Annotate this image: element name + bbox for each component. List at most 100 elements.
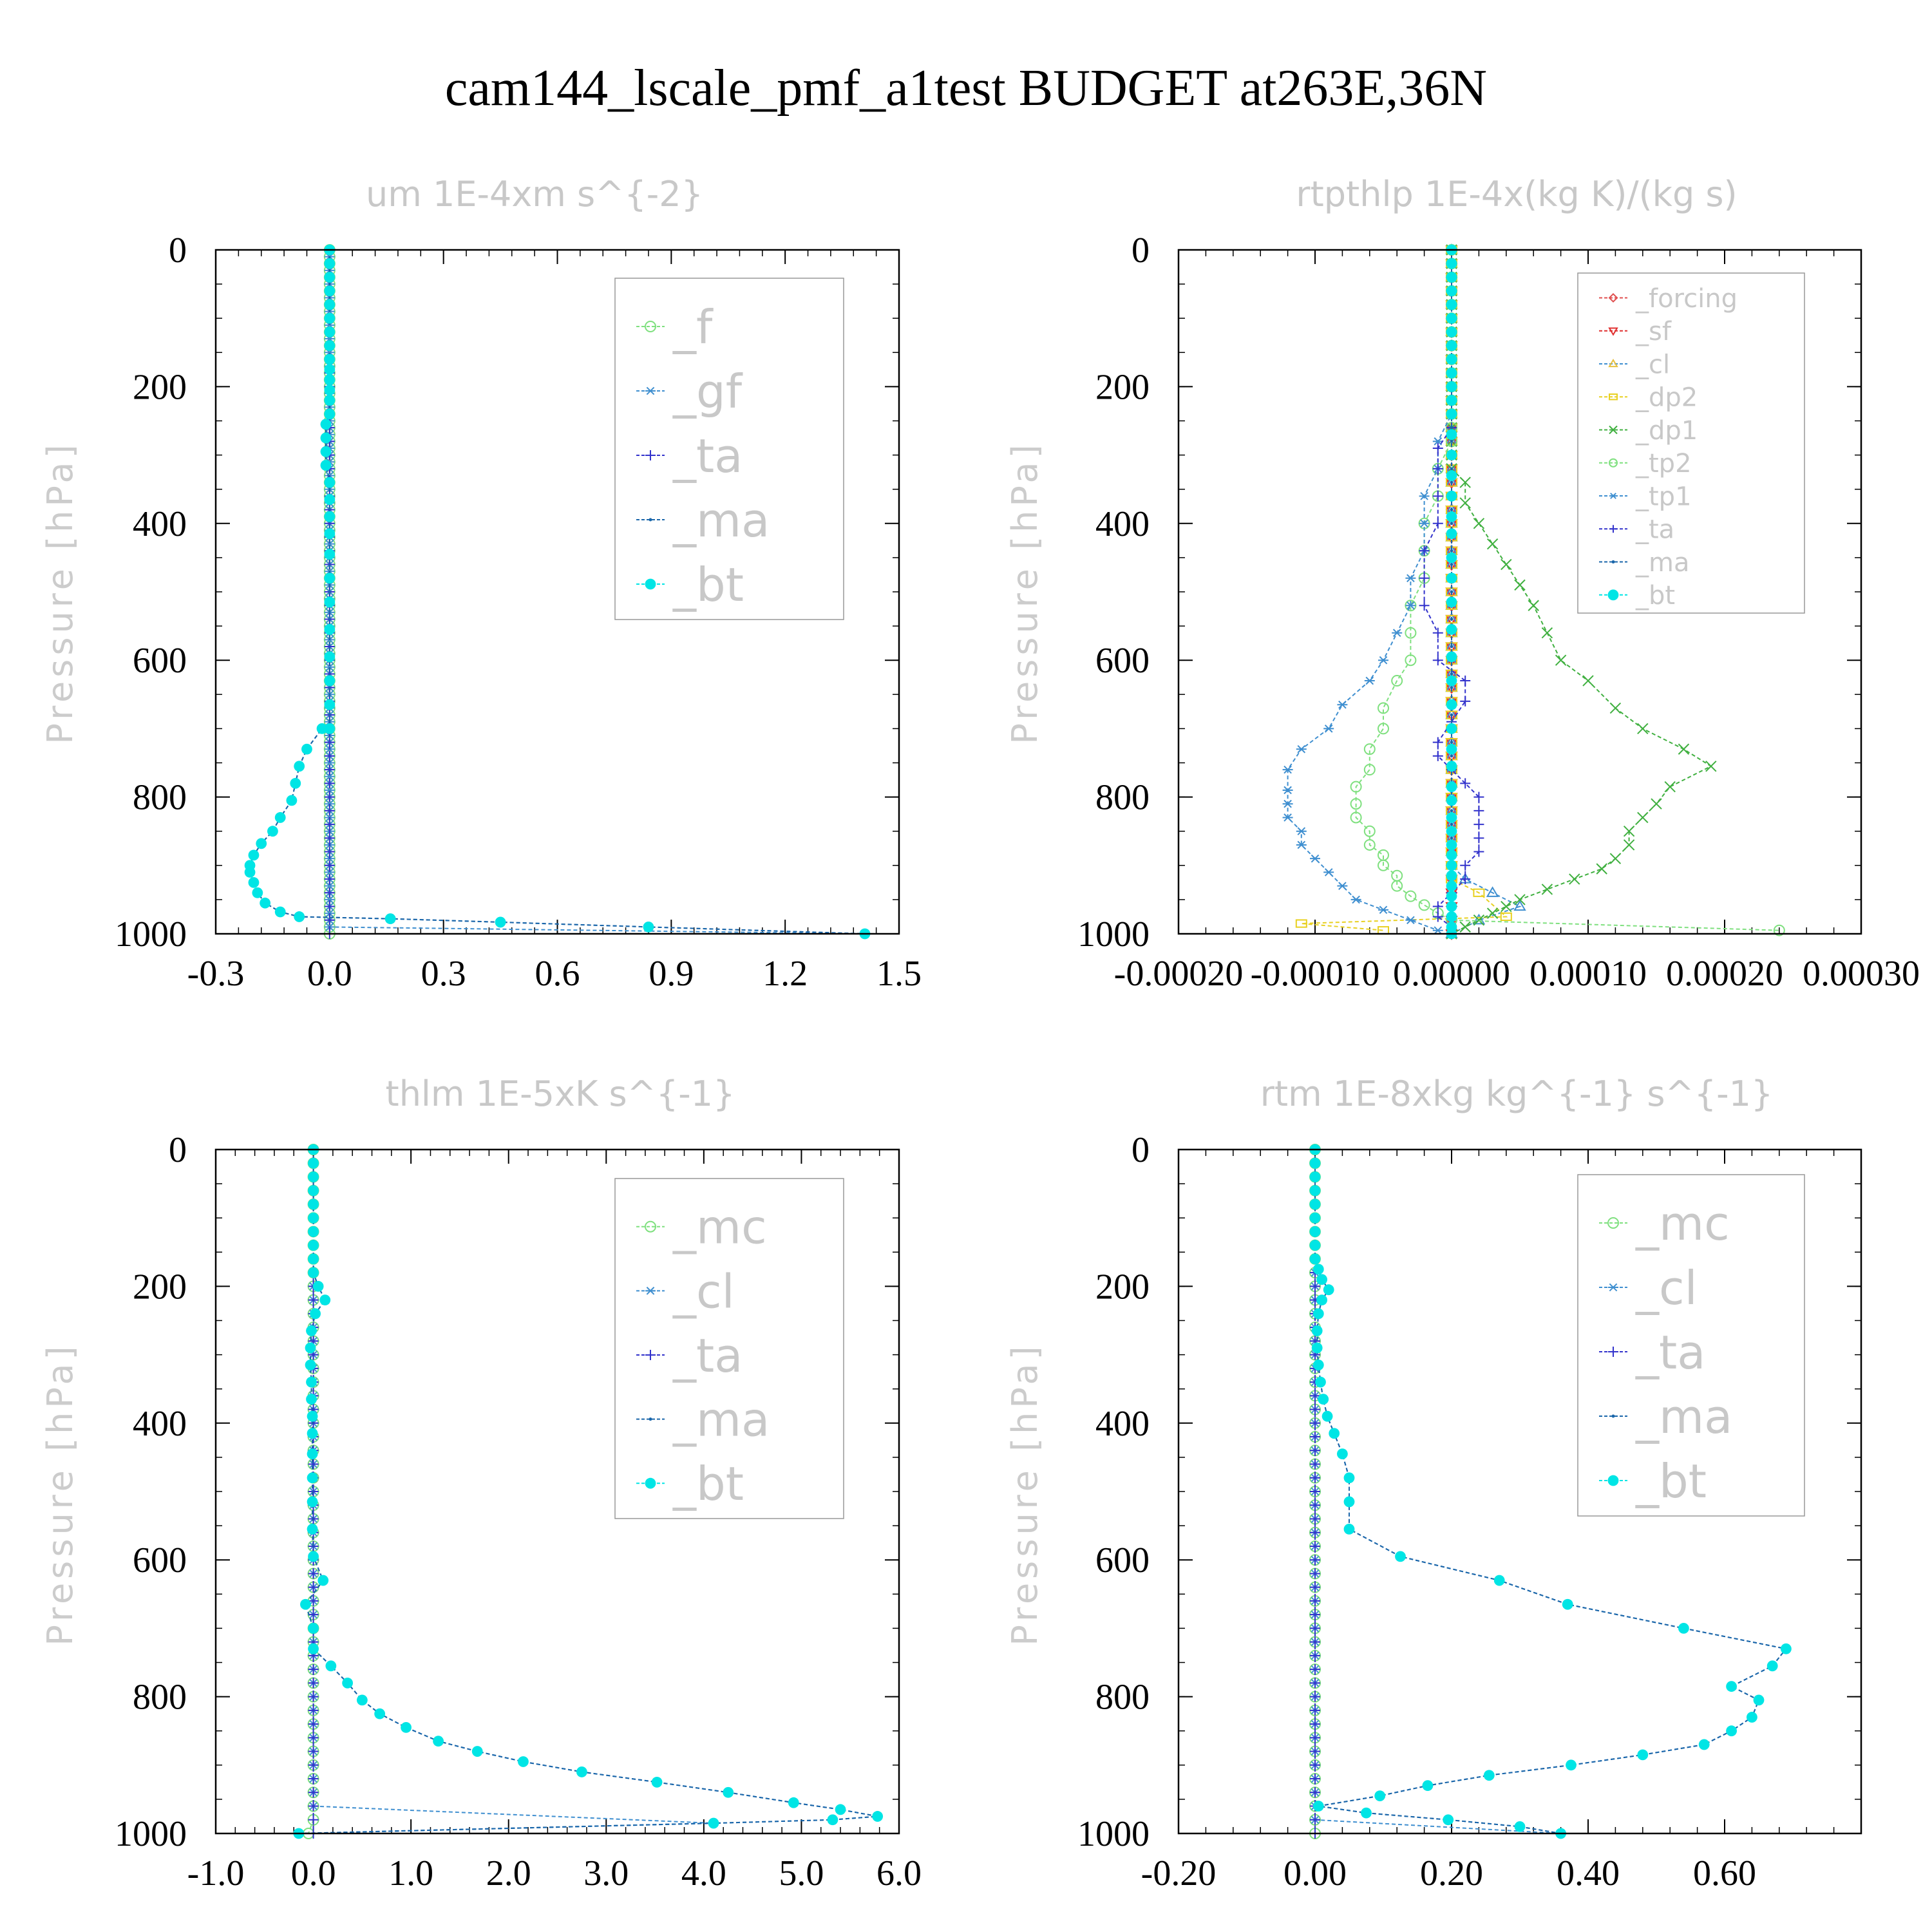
marker-dot-filled [324,364,336,375]
marker-dot-filled [374,1708,386,1719]
marker-dot-filled [308,1171,319,1182]
legend-label: _ta [672,1329,743,1383]
marker-dot-filled [308,1551,319,1562]
x-tick-label: 0.20 [1420,1853,1483,1893]
marker-dot-filled [1446,367,1457,379]
marker-star [1432,437,1443,446]
marker-dot-filled [286,795,298,806]
marker-dot-filled [324,477,336,488]
marker-dot-filled [305,1342,316,1354]
x-tick-label: 2.0 [486,1853,531,1893]
marker-dot-filled [1309,1198,1321,1210]
marker-plus [1432,901,1443,912]
marker-dot-filled [324,408,336,420]
y-tick-label: 1000 [1077,914,1150,954]
marker-dot-filled [1337,1448,1348,1459]
marker-star [1392,629,1403,638]
marker-plus [1310,1719,1320,1730]
panel-1: um 1E-4xm s^{-2} Pressure [hPa] -0.3 0.0 0.3… [40,174,922,994]
y-axis-label: Pressure [hPa] [40,1342,80,1645]
marker-star [1608,1283,1618,1292]
marker-dot-filled [1316,1274,1327,1285]
marker-dot-filled [1446,312,1457,324]
marker-dot-filled [1766,1660,1778,1672]
marker-plus [1432,627,1443,638]
series-group [244,244,871,940]
marker-cross [1678,743,1690,755]
marker-dot-filled [1309,1171,1321,1182]
x-tick-label: 0.00020 [1666,954,1783,994]
marker-plus [1310,1705,1320,1716]
marker-circle [645,1220,656,1233]
x-tick-label: 0.00010 [1530,954,1647,994]
marker-star [1350,895,1361,904]
marker-plus [1310,1513,1320,1524]
x-tick-label: 0.00000 [1393,954,1510,994]
marker-dot [1611,560,1615,564]
marker-dot-filled [1309,1212,1321,1224]
marker-dot-filled [1446,849,1457,861]
y-axis-label: Pressure [hPa] [40,440,80,744]
marker-dot-filled [788,1797,799,1808]
marker-dot-filled [1446,299,1457,310]
marker-dot-filled [307,1448,318,1459]
marker-plus [1310,1568,1320,1579]
marker-star [645,386,656,395]
marker-cross [1541,627,1553,639]
marker-star [1282,799,1293,808]
marker-plus [1310,1527,1320,1538]
legend-box [1577,1174,1805,1517]
marker-plus [1310,1281,1320,1292]
marker-dot [1611,1414,1615,1418]
marker-star [1378,905,1388,914]
marker-dot-filled [1446,812,1457,823]
marker-plus [1310,1774,1320,1785]
marker-circle [1391,675,1403,687]
plot-frame [1177,1148,1862,1835]
marker-dot-filled [1446,528,1457,540]
panel-title: thlm 1E-5xK s^{-1} [386,1074,735,1114]
legend-label: _sf [1635,317,1672,346]
marker-dot [1450,549,1454,553]
marker-dot-filled [1309,1240,1321,1251]
marker-dot [1450,686,1454,690]
marker-dot-filled [324,327,336,337]
marker-dot-filled [310,1308,321,1320]
marker-dot-filled [308,1643,319,1654]
marker-dot-filled [1311,1342,1323,1354]
x-tick-label: 1.0 [388,1853,433,1893]
marker-cross [1582,675,1594,687]
marker-dot-filled [274,812,286,823]
marker-dot-filled [1446,870,1457,882]
marker-dot-filled [1446,743,1457,755]
marker-dot-filled [312,1281,324,1292]
marker-dot-filled [308,1157,319,1169]
marker-plus [1310,1459,1320,1470]
marker-dot-filled [1446,891,1457,902]
marker-dot-filled [1446,596,1457,608]
marker-dot-filled [1514,1821,1526,1832]
marker-circle [1609,458,1618,468]
legend-label: _cl [1635,350,1670,379]
marker-dot-filled [1422,1780,1434,1792]
marker-plus [1608,1347,1618,1357]
marker-dot-filled [1312,1801,1324,1812]
y-tick-label: 400 [133,1404,187,1444]
marker-dot-filled [1343,1472,1355,1484]
marker-dot [649,518,652,522]
marker-plus [308,1664,319,1675]
marker-dot-filled [267,826,278,837]
x-tick-label: 1.2 [762,954,808,994]
marker-plus [1460,676,1471,687]
marker-cross [1486,538,1499,550]
legend-label: _cl [672,1264,735,1318]
marker-dot-filled [324,340,336,352]
marker-circle [1378,859,1389,871]
marker-dot-filled [1446,860,1457,871]
marker-cross [1651,798,1662,810]
x-tick-label: 0.40 [1557,1853,1620,1893]
marker-plus [324,901,335,912]
marker-plus [1310,1609,1320,1620]
marker-plus [324,887,335,898]
marker-star [1296,840,1307,849]
